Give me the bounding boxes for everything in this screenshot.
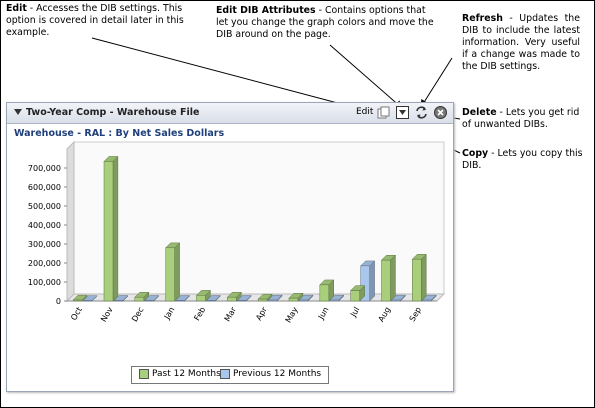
bar-past-aug-side (390, 254, 396, 302)
y-tick-label: 200,000 (28, 259, 61, 268)
bar-previous-jul-side (369, 260, 375, 302)
callout-edit: Edit - Accesses the DIB settings. This o… (6, 3, 202, 39)
bar-past-oct (72, 299, 83, 302)
arrow-edit (91, 37, 365, 113)
chart-subtitle: Warehouse - RAL : By Net Sales Dollars (14, 128, 225, 139)
dib-panel: Two-Year Comp - Warehouse File Edit Ware… (6, 102, 454, 392)
legend-item-previous: Previous 12 Months (220, 369, 321, 379)
x-tick-label: Feb (192, 306, 207, 323)
callout-delete: Delete - Lets you get rid of unwanted DI… (462, 107, 588, 131)
bar-chart: 0 100,000 200,000 300,000 400,000 500,000 600,… (28, 141, 446, 324)
callout-attributes: Edit DIB Attributes - Contains options t… (216, 5, 438, 41)
callout-copy-text: - Lets you copy this DIB. (462, 148, 583, 171)
close-icon[interactable] (434, 106, 447, 119)
bar-past-sep (412, 258, 422, 302)
x-tick-label: Aug (377, 306, 393, 324)
bar-past-sep-side (421, 253, 427, 302)
callout-delete-text: - Lets you get rid of unwanted DIBs. (462, 107, 580, 130)
callout-refresh-title: Refresh (462, 13, 503, 24)
x-tick-label: Sep (408, 306, 423, 324)
x-tick-label: May (284, 305, 300, 324)
attributes-dropdown-icon[interactable] (396, 106, 409, 119)
bar-past-jul (350, 290, 360, 302)
bar-past-aug (381, 259, 391, 302)
callout-attributes-title: Edit DIB Attributes (216, 5, 316, 16)
x-tick-label: Mar (223, 305, 239, 323)
bar-past-may (288, 297, 299, 302)
collapse-arrow-icon[interactable] (14, 109, 22, 115)
callout-edit-text: - Accesses the DIB settings. This option… (6, 3, 184, 38)
y-tick-label: 300,000 (28, 240, 61, 249)
legend-swatch-previous (220, 369, 230, 379)
bar-past-jun (319, 284, 330, 302)
x-tick-label: Jan (162, 306, 176, 322)
callout-edit-title: Edit (6, 3, 27, 14)
callout-copy-title: Copy (462, 148, 489, 159)
bar-past-nov (103, 161, 114, 302)
bar-past-nov-side (112, 155, 119, 302)
callout-attributes-text: - Contains options that let you change t… (216, 5, 434, 40)
dib-header: Two-Year Comp - Warehouse File Edit (7, 103, 453, 124)
refresh-icon[interactable] (415, 106, 428, 119)
x-tick-label: Oct (69, 306, 84, 322)
legend-swatch-past (139, 369, 149, 379)
legend-label-past: Past 12 Months (152, 369, 221, 379)
bar-past-jan-side (174, 242, 180, 302)
callout-refresh-text: - Updates the DIB to include the latest … (462, 13, 580, 72)
bar-previous-feb (206, 300, 216, 302)
bar-previous-dec (144, 300, 155, 302)
x-tick-label: Dec (130, 306, 146, 324)
x-tick-label: Jun (316, 306, 331, 322)
y-tick-label: 500,000 (28, 202, 61, 211)
bar-past-feb (196, 295, 206, 302)
y-tick-label: 700,000 (28, 164, 61, 173)
bar-past-dec (134, 296, 145, 302)
bar-past-jan (165, 247, 175, 302)
bar-previous-oct (82, 300, 93, 302)
x-tick-label: Apr (254, 305, 269, 322)
bar-previous-jul (360, 265, 370, 302)
bar-previous-apr (267, 299, 278, 302)
callout-copy: Copy - Lets you copy this DIB. (462, 148, 588, 172)
bar-previous-jan (175, 300, 185, 302)
bar-past-mar (227, 296, 237, 302)
legend-label-previous: Previous 12 Months (233, 369, 322, 379)
y-tick-label: 600,000 (28, 183, 61, 192)
dib-title: Two-Year Comp - Warehouse File (26, 107, 200, 118)
bar-previous-sep (422, 299, 432, 302)
chart-legend: Past 12 Months Previous 12 Months (131, 366, 329, 384)
legend-item-past: Past 12 Months (139, 369, 221, 379)
bar-past-apr (257, 298, 268, 302)
arrow-refresh (420, 57, 453, 108)
x-tick-label: Jul (348, 306, 361, 320)
y-tick-label: 100,000 (28, 278, 61, 287)
bar-previous-aug (391, 299, 401, 302)
bar-previous-mar (237, 300, 247, 302)
copy-icon[interactable] (377, 106, 390, 119)
callout-delete-title: Delete (462, 107, 497, 118)
x-tick-label: Nov (99, 305, 115, 323)
chart-side-wall (66, 141, 75, 303)
callout-refresh: Refresh - Updates the DIB to include the… (462, 13, 580, 73)
y-tick-label: 400,000 (28, 221, 61, 230)
y-tick-label: 0 (56, 297, 61, 306)
edit-link[interactable]: Edit (356, 107, 374, 117)
bar-previous-jun (329, 299, 340, 302)
bar-previous-may (298, 299, 309, 302)
bar-previous-nov (113, 300, 124, 302)
arrow-attributes (329, 44, 403, 109)
